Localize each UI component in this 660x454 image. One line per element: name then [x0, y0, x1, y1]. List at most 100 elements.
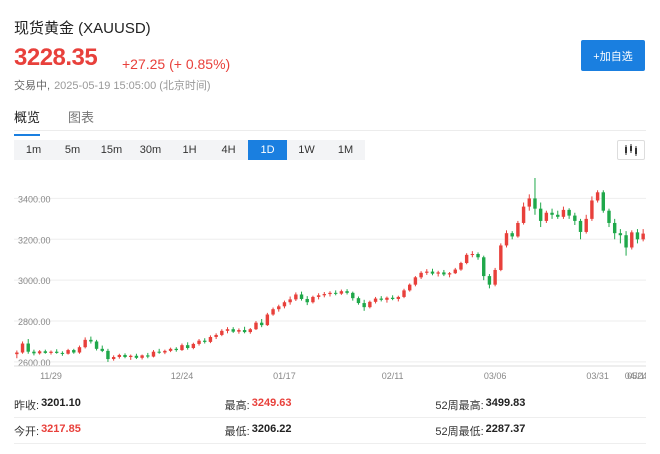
candle	[254, 321, 258, 331]
candle	[146, 352, 150, 359]
price-chart[interactable]: 3400.00 3200.00 3000.00 2800.00 2600.00 11/29…	[14, 170, 646, 382]
candle-body	[447, 273, 452, 275]
candle	[242, 326, 247, 334]
period-15m[interactable]: 15m	[92, 140, 131, 160]
candle	[499, 243, 503, 272]
candle-body	[328, 292, 332, 295]
price-change: +27.25 (+ 0.85%)	[122, 56, 231, 72]
candle-body	[316, 295, 321, 297]
candle-body	[43, 351, 48, 353]
candle	[362, 299, 366, 311]
period-4h[interactable]: 4H	[209, 140, 248, 160]
period-1h[interactable]: 1H	[170, 140, 209, 160]
candle	[504, 230, 509, 248]
tab-overview[interactable]: 概览	[14, 107, 41, 136]
candle-body	[254, 322, 258, 330]
candle-body	[356, 298, 361, 304]
candle	[311, 295, 315, 304]
candle-body	[601, 192, 606, 211]
candle-body	[151, 351, 156, 357]
period-1d[interactable]: 1D	[248, 140, 287, 160]
candle	[447, 272, 452, 278]
candle-body	[15, 352, 19, 355]
period-1mo[interactable]: 1M	[326, 140, 365, 160]
candle-body	[203, 340, 207, 342]
candle-body	[538, 208, 543, 221]
candle-body	[362, 303, 366, 308]
candle	[436, 270, 440, 277]
candle	[259, 319, 264, 328]
candle-body	[635, 232, 640, 240]
candle	[556, 210, 560, 219]
candle	[168, 347, 173, 353]
candle	[402, 288, 406, 299]
candle	[476, 252, 480, 260]
candle-body	[49, 351, 53, 353]
candle	[43, 349, 48, 354]
candle-body	[157, 351, 161, 353]
candle	[20, 341, 25, 354]
candle-body	[146, 355, 150, 357]
candle	[66, 348, 70, 355]
candle-body	[493, 269, 497, 285]
candle	[351, 291, 355, 301]
x-tick-label: 02/11	[382, 371, 404, 381]
candle	[322, 292, 327, 298]
candle	[356, 296, 361, 305]
candle-body	[413, 277, 418, 285]
candle-body	[265, 314, 270, 326]
candle	[630, 230, 634, 250]
candle-body	[168, 348, 173, 351]
current-price: 3228.35	[14, 44, 98, 71]
candle-body	[612, 222, 617, 234]
candle-body	[140, 355, 144, 358]
y-tick-label: 3000.00	[18, 276, 51, 286]
candle-body	[630, 232, 634, 248]
add-to-watchlist-button[interactable]: +加自选	[581, 40, 645, 71]
candle-body	[231, 329, 235, 332]
instrument-title: 现货黄金 (XAUUSD)	[14, 20, 151, 37]
candle-body	[499, 245, 503, 270]
candle-body	[590, 200, 594, 219]
candle	[191, 342, 196, 350]
status-text: 交易中,	[14, 80, 51, 92]
candle	[459, 261, 463, 271]
period-30m[interactable]: 30m	[131, 140, 170, 160]
candle	[618, 229, 623, 244]
candle	[277, 304, 281, 312]
period-1m[interactable]: 1m	[14, 140, 53, 160]
stat-low: 最低: 3206.22	[224, 422, 292, 438]
period-selector: 1m 5m 15m 30m 1H 4H 1D 1W 1M	[14, 140, 365, 160]
candle-body	[487, 276, 492, 285]
candle-body	[305, 298, 309, 303]
candle	[328, 291, 332, 297]
candle	[140, 354, 144, 360]
candle-body	[197, 340, 201, 344]
status-timestamp: 2025-05-19 15:05:00 (北京时间)	[54, 80, 211, 92]
candle	[15, 350, 19, 359]
candle	[333, 290, 338, 296]
candle-body	[282, 302, 287, 307]
y-tick-label: 3400.00	[18, 194, 51, 204]
x-tick-label: 12/24	[171, 371, 194, 381]
candlestick-icon	[625, 144, 637, 156]
candle-body	[419, 272, 423, 278]
candle	[470, 251, 475, 258]
x-tick-label: 11/29	[40, 371, 62, 381]
chart-type-toggle[interactable]	[617, 140, 645, 160]
period-5m[interactable]: 5m	[53, 140, 92, 160]
candle	[561, 206, 566, 219]
stats-row: 昨收: 3201.10 最高: 3249.63 52周最高: 3499.83	[14, 392, 646, 418]
candle-body	[527, 198, 531, 207]
candle-body	[311, 296, 315, 303]
tab-chart[interactable]: 图表	[68, 110, 95, 125]
candle	[573, 212, 577, 225]
candle-body	[550, 212, 554, 215]
candle-body	[322, 294, 327, 296]
candle-body	[37, 351, 42, 354]
candle	[430, 268, 435, 276]
stat-prev-close: 昨收: 3201.10	[14, 396, 81, 412]
candle-body	[379, 298, 383, 300]
period-1w[interactable]: 1W	[287, 140, 326, 160]
candle	[180, 343, 184, 351]
